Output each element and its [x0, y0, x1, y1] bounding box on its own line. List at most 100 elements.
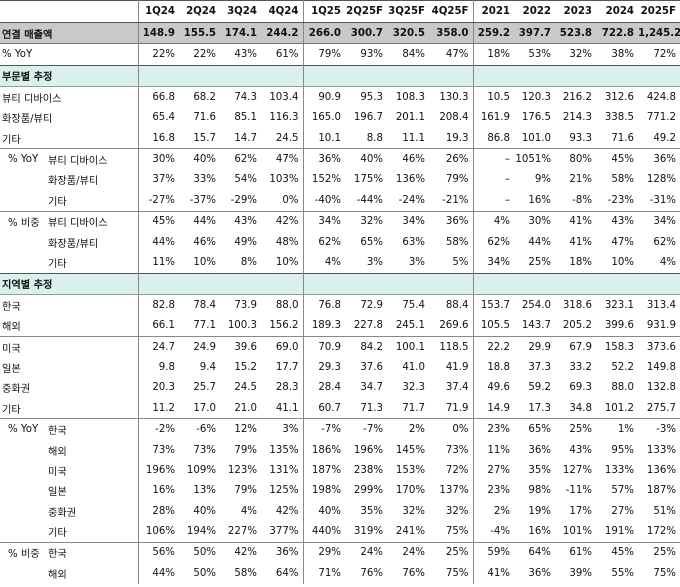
- table-cell: 43%: [569, 444, 592, 456]
- table-cell: 238%: [353, 464, 383, 476]
- table-cell: -29%: [230, 194, 257, 206]
- table-cell: 79%: [318, 49, 341, 61]
- table-cell: 36%: [261, 541, 304, 564]
- table-cell: 30%: [514, 210, 555, 232]
- header-blank: [102, 0, 139, 23]
- table-cell: 37.6: [360, 361, 383, 373]
- table-cell: 153.7: [480, 299, 510, 311]
- table-cell: 33.2: [569, 361, 592, 373]
- table-cell: 58%: [611, 174, 634, 186]
- row-label: [0, 170, 46, 190]
- table-cell: 136%: [395, 174, 425, 186]
- table-cell: 103%: [261, 169, 304, 191]
- table-cell: [138, 272, 179, 296]
- table-cell: 55%: [611, 567, 634, 579]
- row-label: [0, 563, 46, 583]
- table-cell: 12%: [220, 418, 261, 440]
- table-cell: 397.7: [514, 22, 555, 45]
- table-cell: [261, 64, 304, 88]
- table-cell: 68.2: [193, 91, 216, 103]
- table-cell: 36%: [528, 444, 551, 456]
- table-cell: [596, 64, 638, 88]
- table-cell: 22.2: [473, 335, 514, 358]
- table-cell: 42%: [261, 210, 304, 232]
- table-cell: 440%: [311, 526, 341, 538]
- row-label: [0, 190, 46, 211]
- table-cell: 19.3: [429, 127, 474, 149]
- table-cell: 49.6: [487, 382, 510, 394]
- row-sublabel: 한국: [46, 418, 139, 440]
- table-cell: 86.8: [487, 132, 510, 144]
- table-cell: 93.3: [569, 132, 592, 144]
- table-cell: 145%: [395, 444, 425, 456]
- row-sublabel: 일본: [46, 480, 139, 501]
- table-row: 해외 73% 73% 79% 135% 186% 196% 145% 73% 11% 36% 43% 9…: [0, 439, 680, 461]
- table-row: 기타 -27% -37% -29% 0% -40% -44% -24% -21% – 16% -8% -…: [0, 190, 680, 212]
- table-cell: –: [504, 174, 510, 186]
- table-cell: 32.3: [402, 382, 425, 394]
- table-row: 지역별 추정: [0, 272, 680, 296]
- table-cell: 88.0: [611, 382, 634, 394]
- table-cell: 76%: [402, 567, 425, 579]
- table-cell: 59.2: [528, 382, 551, 394]
- table-cell: 377%: [261, 521, 304, 543]
- table-cell: 4%: [240, 505, 257, 517]
- table-cell: 109%: [186, 464, 216, 476]
- table-row: 미국 196% 109% 123% 131% 187% 238% 153% 72% 27% 35% 1…: [0, 460, 680, 481]
- table-cell: 205.2: [562, 320, 592, 332]
- row-label: 연결 매출액: [0, 22, 139, 45]
- table-cell: [429, 272, 474, 296]
- table-cell: 275.7: [646, 402, 676, 414]
- table-cell: 84.2: [345, 335, 387, 358]
- table-cell: 148.9: [138, 22, 179, 45]
- table-cell: 29%: [303, 541, 345, 564]
- table-cell: 132.8: [646, 382, 676, 394]
- table-row: 화장품/뷰티 44% 46% 49% 48% 62% 65% 63% 58% 62% 44% 41% 4…: [0, 231, 680, 253]
- table-cell: 105.5: [480, 320, 510, 332]
- table-cell: 71%: [318, 567, 341, 579]
- table-cell: [220, 272, 261, 296]
- table-cell: 46%: [193, 236, 216, 248]
- table-cell: 65%: [514, 418, 555, 440]
- table-cell: [638, 272, 680, 296]
- table-cell: 269.6: [429, 315, 474, 337]
- table-cell: 152%: [311, 174, 341, 186]
- table-cell: 29.9: [514, 335, 555, 358]
- table-cell: 2%: [493, 505, 510, 517]
- table-cell: 75%: [429, 563, 474, 584]
- column-header: 4Q25F: [429, 0, 474, 23]
- table-cell: -2%: [138, 418, 179, 440]
- table-cell: 931.9: [646, 320, 676, 332]
- row-sublabel: 미국: [46, 460, 139, 481]
- table-cell: 24.5: [261, 127, 304, 149]
- row-label: 화장품/뷰티: [0, 107, 139, 128]
- table-cell: 50%: [179, 541, 220, 564]
- table-cell: –: [504, 194, 510, 206]
- table-cell: 80%: [555, 148, 596, 170]
- table-cell: 32%: [569, 49, 592, 61]
- table-cell: 125%: [261, 480, 304, 501]
- table-cell: 100.3: [227, 320, 257, 332]
- table-cell: -6%: [179, 418, 220, 440]
- table-cell: 16%: [152, 485, 175, 497]
- table-cell: 32%: [345, 210, 387, 232]
- column-header: 2023: [555, 0, 596, 23]
- table-cell: 137%: [429, 480, 474, 501]
- table-cell: 23%: [487, 485, 510, 497]
- table-cell: 4%: [659, 256, 676, 268]
- table-cell: 135%: [261, 439, 304, 461]
- column-header: 2Q24: [179, 0, 220, 23]
- row-label: % YoY: [0, 43, 139, 66]
- table-cell: -4%: [490, 526, 510, 538]
- table-cell: 187%: [311, 464, 341, 476]
- table-cell: 103.4: [261, 86, 304, 108]
- table-cell: 10%: [611, 256, 634, 268]
- table-cell: 22%: [152, 49, 175, 61]
- row-label: 기타: [0, 127, 139, 149]
- table-cell: 320.5: [387, 22, 429, 45]
- table-cell: 373.6: [638, 335, 680, 358]
- table-cell: 128%: [646, 174, 676, 186]
- table-cell: 16%: [528, 526, 551, 538]
